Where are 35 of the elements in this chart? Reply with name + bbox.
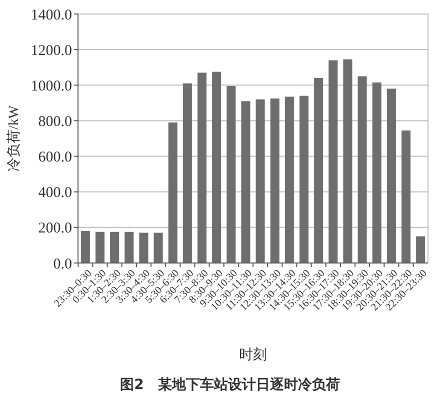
bar — [386, 88, 396, 263]
y-tick-label: 200.0 — [38, 220, 72, 237]
bar — [95, 232, 105, 263]
bar — [358, 76, 367, 263]
bar — [241, 101, 250, 263]
text: 图2 某地下车站设计日逐时冷负荷 — [120, 376, 340, 393]
x-axis-title: 时刻 — [239, 347, 267, 363]
bar — [270, 98, 280, 263]
bar — [197, 72, 207, 263]
bar — [372, 82, 382, 263]
bar — [343, 59, 352, 263]
bar — [226, 86, 236, 263]
bar — [416, 236, 426, 263]
bar — [124, 232, 134, 263]
bar — [154, 232, 163, 263]
bar — [182, 83, 192, 263]
y-tick-label: 600.0 — [38, 150, 72, 166]
bar — [401, 130, 411, 263]
bar — [168, 122, 178, 263]
bar — [328, 60, 338, 263]
y-tick-label: 400.0 — [38, 185, 72, 202]
y-tick-label: 1400.0 — [30, 7, 72, 24]
bar — [284, 96, 294, 263]
y-tick-label: 1200.0 — [30, 42, 72, 59]
bar — [110, 232, 120, 263]
bar — [80, 230, 90, 263]
y-tick-label: 800.0 — [38, 114, 72, 130]
bar — [299, 96, 309, 263]
bar — [256, 99, 265, 263]
bar — [139, 232, 148, 263]
y-axis-title: 冷负荷/kW — [6, 104, 22, 172]
y-tick-label: 0.0 — [53, 256, 72, 272]
bar — [212, 72, 222, 263]
y-tick-label: 1000.0 — [30, 78, 72, 94]
bar — [314, 78, 324, 263]
